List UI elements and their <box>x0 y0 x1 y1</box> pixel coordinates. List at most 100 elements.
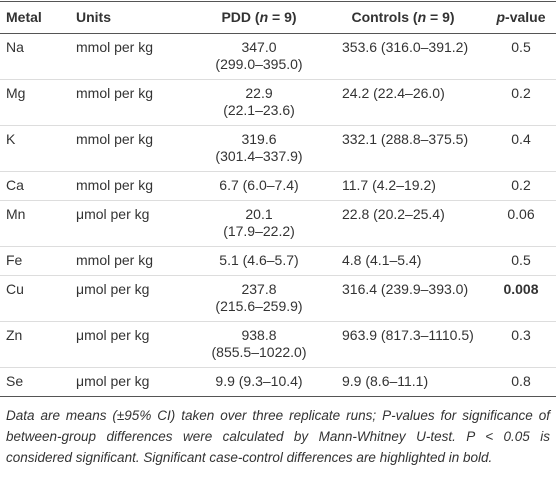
table-row: Cu μmol per kg 237.8 (215.6–259.9) 316.4 (23… <box>0 275 556 322</box>
table-cell: 332.1 (288.8–375.5) <box>320 125 486 172</box>
table-cell: 24.2 (22.4–26.0) <box>320 79 486 126</box>
table-cell: Na <box>0 33 62 80</box>
table-cell: 0.06 <box>486 200 556 247</box>
cell-text: Se <box>6 373 24 389</box>
header-text: Controls ( <box>351 9 418 25</box>
cell-text: (22.1–23.6) <box>223 102 295 118</box>
header-cell: PDD (n = 9) <box>198 1 320 34</box>
cell-text: mmol per kg <box>76 85 154 101</box>
table-cell: 347.0 (299.0–395.0) <box>198 33 320 80</box>
cell-text: Ca <box>6 177 24 193</box>
cell-text: (301.4–337.9) <box>215 148 303 164</box>
header-cell: p-value <box>486 1 556 34</box>
cell-text: 20.1 <box>245 206 273 222</box>
cell-text: 9.9 (9.3–10.4) <box>215 373 303 389</box>
header-text: p <box>496 9 506 25</box>
table-cell: 0.3 <box>486 321 556 368</box>
cell-text: Fe <box>6 252 23 268</box>
cell-text: (17.9–22.2) <box>223 223 295 239</box>
cell-text: Mg <box>6 85 26 101</box>
cell-text: 0.2 <box>511 177 531 193</box>
table-cell: mmol per kg <box>62 33 198 80</box>
table-row: Fe mmol per kg 5.1 (4.6–5.7) 4.8 (4.1–5.4) 0… <box>0 246 556 276</box>
table-cell: 963.9 (817.3–1110.5) <box>320 321 486 368</box>
cell-text: Zn <box>6 327 23 343</box>
cell-text: 0.2 <box>511 85 531 101</box>
cell-text: mmol per kg <box>76 177 154 193</box>
table-cell: 4.8 (4.1–5.4) <box>320 246 486 276</box>
table-cell: Mn <box>0 200 62 247</box>
cell-text: (215.6–259.9) <box>215 298 303 314</box>
header-text: Units <box>76 9 111 25</box>
cell-text: (855.5–1022.0) <box>211 344 307 360</box>
header-text: = 9) <box>268 9 297 25</box>
cell-text: mmol per kg <box>76 39 154 55</box>
cell-text: 22.8 (20.2–25.4) <box>342 206 445 222</box>
table-cell: mmol per kg <box>62 79 198 126</box>
table-cell: mmol per kg <box>62 246 198 276</box>
header-text: -value <box>505 9 546 25</box>
cell-text: 319.6 <box>241 131 277 147</box>
cell-text: 0.3 <box>511 327 531 343</box>
header-text: n <box>417 9 427 25</box>
table-row: Mg mmol per kg 22.9 (22.1–23.6) 24.2 (22.4–2… <box>0 79 556 126</box>
cell-text: 353.6 (316.0–391.2) <box>342 39 469 55</box>
table-row: Mn μmol per kg 20.1 (17.9–22.2) 22.8 (20.2–2… <box>0 200 556 247</box>
cell-text: Mn <box>6 206 26 222</box>
table-cell: mmol per kg <box>62 125 198 172</box>
header-text: n <box>259 9 269 25</box>
table-row: Se μmol per kg 9.9 (9.3–10.4) 9.9 (8.6–11.1… <box>0 367 556 397</box>
header-row: Metal Units PDD (n = 9) Controls (n = 9) p-v… <box>0 1 556 34</box>
table-cell: 9.9 (8.6–11.1) <box>320 367 486 397</box>
cell-text: 22.9 <box>245 85 273 101</box>
cell-text: 0.06 <box>507 206 535 222</box>
table-cell: 11.7 (4.2–19.2) <box>320 171 486 201</box>
table-cell: μmol per kg <box>62 321 198 368</box>
cell-text: mmol per kg <box>76 252 154 268</box>
table-cell: μmol per kg <box>62 200 198 247</box>
table-cell: 938.8 (855.5–1022.0) <box>198 321 320 368</box>
table-cell: 316.4 (239.9–393.0) <box>320 275 486 322</box>
table-row: Ca mmol per kg 6.7 (6.0–7.4) 11.7 (4.2–19.2… <box>0 171 556 201</box>
cell-text: 11.7 (4.2–19.2) <box>342 177 436 193</box>
table-cell: 9.9 (9.3–10.4) <box>198 367 320 397</box>
table-cell: μmol per kg <box>62 275 198 322</box>
table-cell: 0.2 <box>486 171 556 201</box>
cell-text: (299.0–395.0) <box>215 56 303 72</box>
table-row: Zn μmol per kg 938.8 (855.5–1022.0) 963.9 (8… <box>0 321 556 368</box>
header-cell: Units <box>62 1 198 34</box>
cell-text: 4.8 (4.1–5.4) <box>342 252 422 268</box>
cell-text: 6.7 (6.0–7.4) <box>219 177 299 193</box>
table-cell: 0.008 <box>486 275 556 322</box>
header-text: Metal <box>6 9 42 25</box>
table-cell: Mg <box>0 79 62 126</box>
table-cell: Se <box>0 367 62 397</box>
cell-text: 963.9 (817.3–1110.5) <box>342 327 474 343</box>
cell-text: μmol per kg <box>76 327 150 343</box>
cell-text: 0.4 <box>511 131 531 147</box>
table-cell: 0.4 <box>486 125 556 172</box>
cell-text: K <box>6 131 16 147</box>
table-cell: 22.8 (20.2–25.4) <box>320 200 486 247</box>
table-cell: 0.5 <box>486 33 556 80</box>
cell-text: mmol per kg <box>76 131 154 147</box>
cell-text: Na <box>6 39 24 55</box>
cell-text: 24.2 (22.4–26.0) <box>342 85 445 101</box>
table-row: Na mmol per kg 347.0 (299.0–395.0) 353.6 (31… <box>0 33 556 80</box>
cell-text: 316.4 (239.9–393.0) <box>342 281 469 297</box>
table-cell: 353.6 (316.0–391.2) <box>320 33 486 80</box>
table-cell: 237.8 (215.6–259.9) <box>198 275 320 322</box>
header-cell: Controls (n = 9) <box>320 1 486 34</box>
header-cell: Metal <box>0 1 62 34</box>
data-table: Metal Units PDD (n = 9) Controls (n = 9) p-v… <box>0 1 556 397</box>
cell-text: 5.1 (4.6–5.7) <box>219 252 299 268</box>
header-text: = 9) <box>426 9 455 25</box>
cell-text: 938.8 <box>241 327 277 343</box>
table-cell: 0.2 <box>486 79 556 126</box>
cell-text: 9.9 (8.6–11.1) <box>342 373 429 389</box>
table-cell: Zn <box>0 321 62 368</box>
cell-text: 0.008 <box>503 281 539 297</box>
table-cell: 22.9 (22.1–23.6) <box>198 79 320 126</box>
